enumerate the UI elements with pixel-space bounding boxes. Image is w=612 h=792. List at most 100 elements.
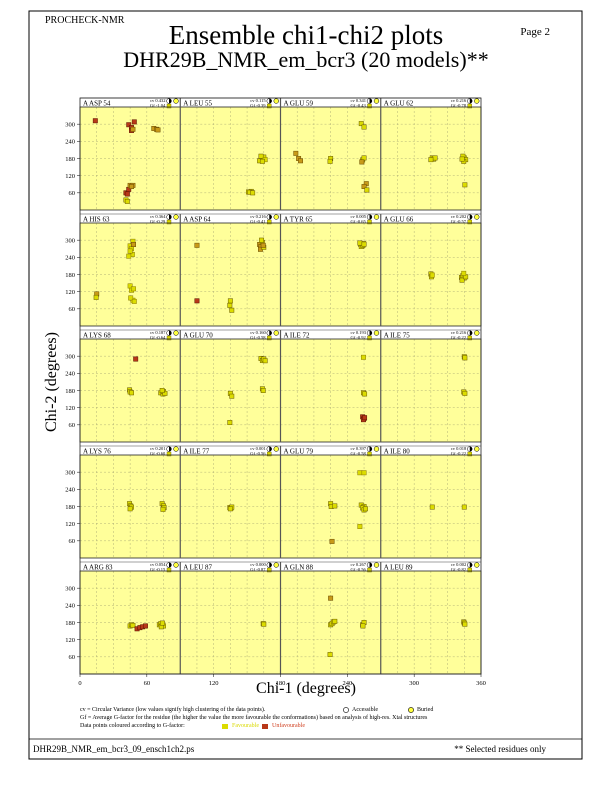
data-point: [429, 504, 435, 510]
data-point: [362, 391, 368, 397]
data-point: [361, 241, 367, 247]
x-axis-label: Chi-1 (degrees): [256, 680, 356, 697]
data-point: [329, 538, 335, 544]
residue-label: A GLU 62: [384, 100, 414, 108]
favourable-swatch-icon: [222, 724, 228, 729]
gf-swatch-icon: [267, 219, 272, 225]
x-tick-label: 60: [144, 680, 151, 687]
y-tick-label: 240: [65, 255, 75, 262]
cv-value: cv 0.267: [351, 562, 367, 567]
gf-value: Gf -0.92: [351, 335, 366, 340]
gf-swatch-icon: [467, 103, 472, 109]
gf-value: Gf -0.60: [150, 451, 166, 456]
y-axis-label: Chi-2 (degrees): [43, 332, 60, 432]
gf-value: Gf -0.64: [150, 335, 166, 340]
colour-footnote: Data points coloured according to G-fact…: [80, 723, 185, 729]
y-tick-label: 60: [69, 306, 76, 313]
data-point: [358, 121, 364, 127]
data-point: [229, 393, 235, 399]
accessibility-fill-icon: [469, 446, 473, 452]
buried-icon: [373, 562, 380, 568]
gf-swatch-icon: [467, 335, 472, 341]
data-point: [332, 618, 338, 624]
gf-value: Gf -0.57: [451, 219, 467, 224]
data-point: [142, 623, 148, 629]
gf-value: Gf -0.43: [351, 103, 367, 108]
data-point: [362, 506, 368, 512]
accessibility-fill-icon: [169, 330, 172, 336]
data-point: [357, 524, 363, 529]
data-point: [162, 390, 168, 396]
residue-label: A GLU 79: [284, 448, 314, 456]
residue-label: A GLU 70: [183, 332, 213, 340]
data-point: [227, 298, 233, 304]
y-tick-label: 300: [65, 469, 75, 476]
data-point: [361, 155, 367, 161]
cv-value: cv 0.193: [351, 330, 367, 335]
cv-value: cv 0.364: [150, 214, 166, 219]
data-point: [428, 157, 434, 163]
gf-swatch-icon: [166, 335, 172, 341]
program-name: PROCHECK-NMR: [45, 15, 125, 26]
gf-value: Gf -0.39: [250, 103, 266, 108]
data-point: [332, 503, 338, 509]
gf-swatch-icon: [267, 567, 272, 573]
y-tick-label: 180: [65, 272, 75, 279]
gf-value: Gf -0.82: [451, 567, 466, 572]
cv-value: cv 0.201: [150, 446, 166, 451]
accessibility-fill-icon: [369, 446, 372, 452]
accessibility-fill-icon: [169, 98, 172, 104]
data-point: [259, 237, 265, 243]
data-point: [361, 470, 367, 476]
cv-value: cv 0.005: [351, 214, 367, 219]
accessibility-fill-icon: [169, 562, 172, 568]
residue-label: A LEU 89: [384, 564, 413, 572]
cv-value: cv 0.002: [451, 562, 467, 567]
data-point: [359, 159, 365, 165]
cv-value: cv 0.115: [250, 98, 266, 103]
residue-label: A ASP 64: [183, 216, 211, 224]
residue-label: A GLN 88: [284, 564, 314, 572]
buried-icon: [273, 446, 279, 452]
gf-value: Gf -0.87: [250, 567, 266, 572]
gf-swatch-icon: [467, 451, 472, 457]
y-tick-label: 120: [65, 405, 75, 412]
data-point: [126, 253, 132, 259]
buried-icon: [273, 214, 279, 220]
gf-swatch-icon: [267, 335, 272, 341]
data-point: [194, 242, 200, 248]
buried-icon: [474, 446, 480, 452]
cv-value: cv 0.001: [250, 446, 266, 451]
data-point: [124, 191, 130, 197]
data-point: [364, 187, 370, 193]
data-point: [131, 298, 137, 304]
residue-label: A GLU 66: [384, 216, 414, 224]
gf-swatch-icon: [367, 451, 372, 457]
buried-icon: [273, 330, 279, 336]
accessibility-fill-icon: [369, 98, 372, 104]
gf-swatch-icon: [367, 103, 372, 109]
data-point: [432, 155, 438, 161]
buried-icon: [173, 330, 179, 336]
residue-label: A ARG 83: [83, 564, 113, 572]
gf-value: Gf -0.56: [351, 567, 367, 572]
y-tick-label: 300: [65, 121, 75, 128]
gf-swatch-icon: [267, 103, 272, 109]
y-tick-label: 300: [65, 585, 75, 592]
buried-icon: [474, 330, 480, 336]
data-point: [357, 470, 363, 476]
accessibility-fill-icon: [269, 562, 272, 568]
x-tick-label: 0: [78, 680, 81, 687]
accessibility-fill-icon: [169, 446, 172, 452]
y-tick-label: 240: [65, 487, 75, 494]
gf-swatch-icon: [467, 219, 472, 225]
data-point: [131, 119, 137, 125]
cv-value: cv 0.202: [451, 214, 467, 219]
y-tick-label: 240: [65, 371, 75, 378]
residue-label: A GLU 59: [284, 100, 314, 108]
